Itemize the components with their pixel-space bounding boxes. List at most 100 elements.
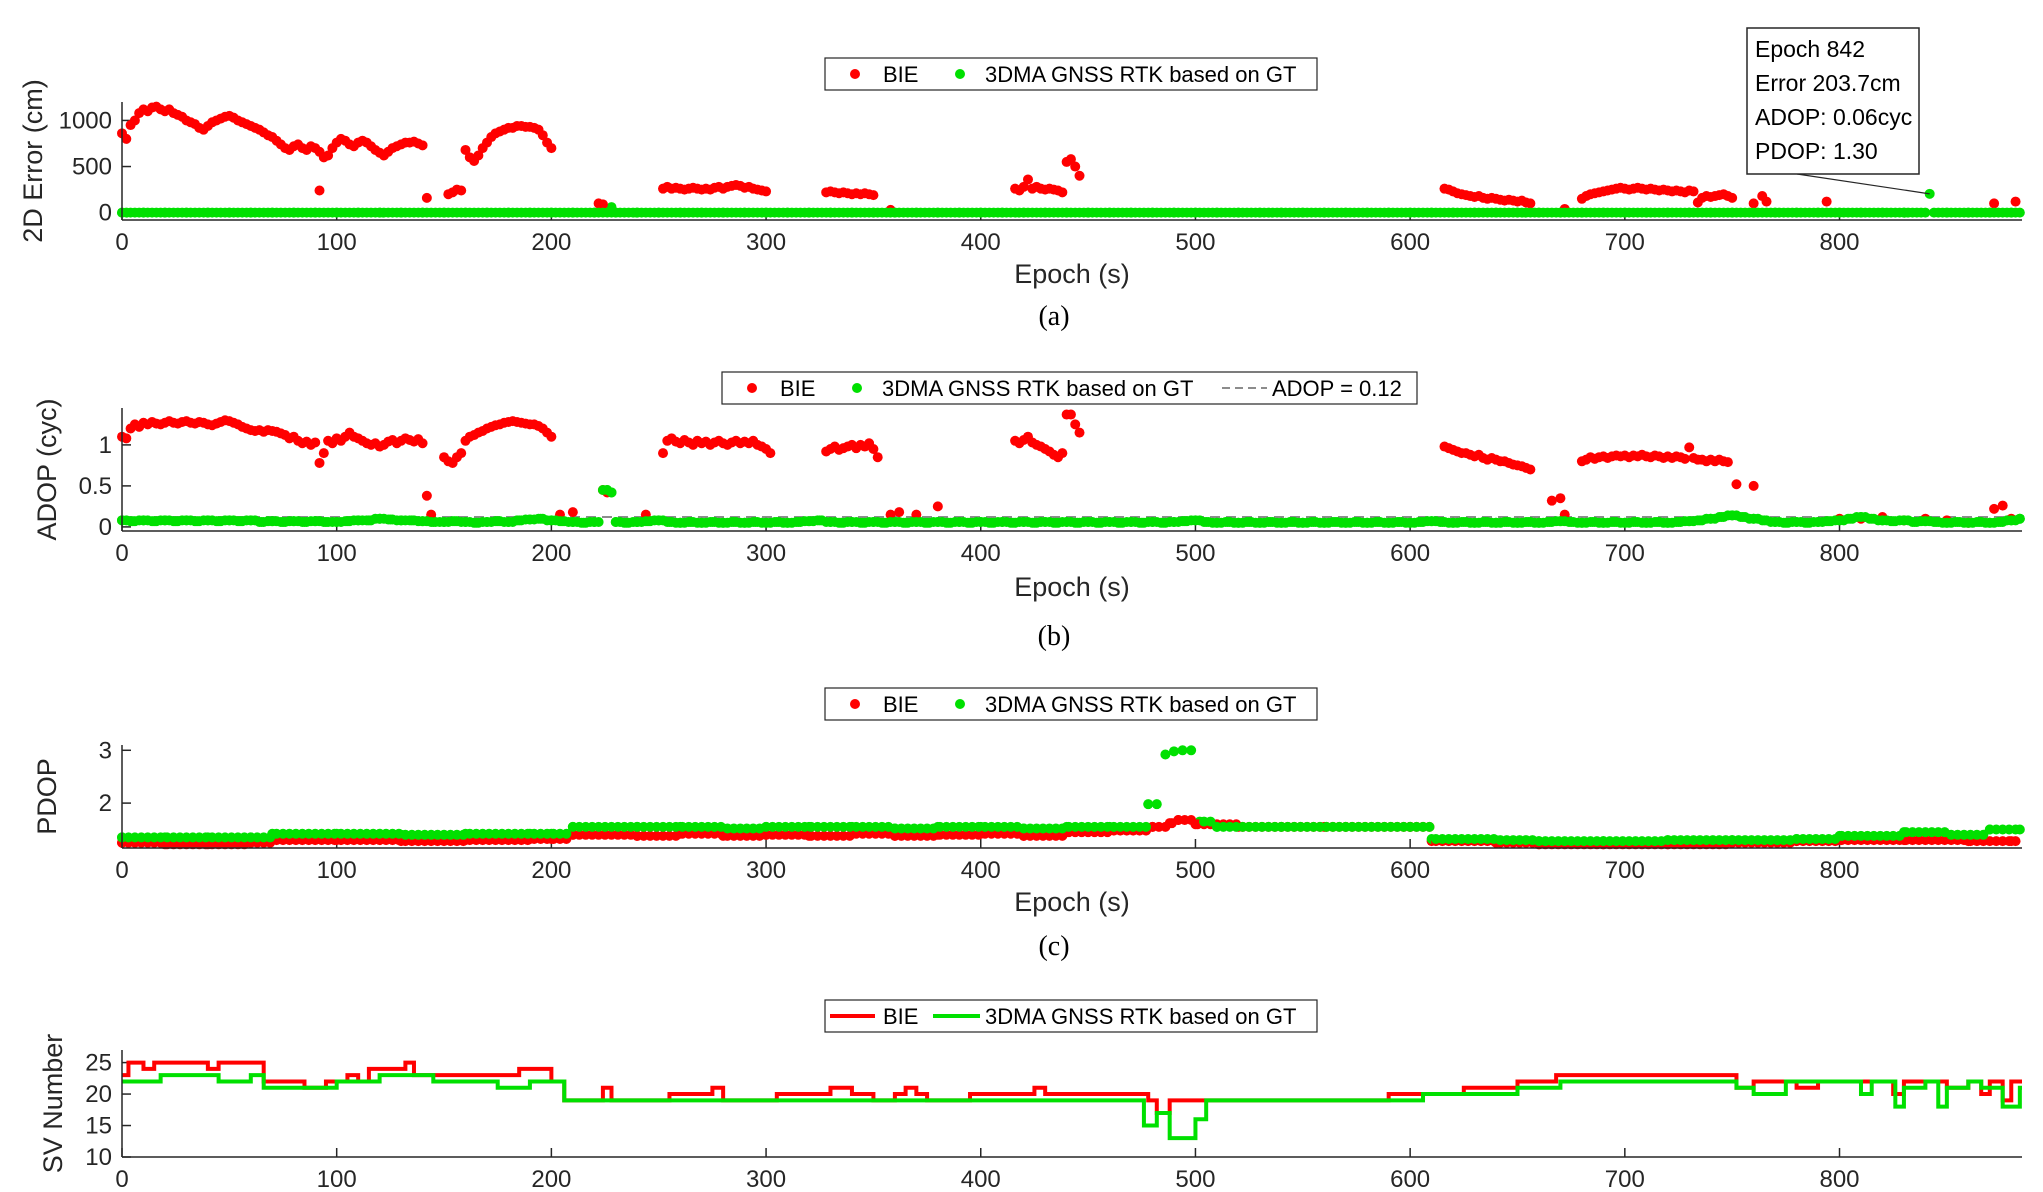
bie-point <box>460 144 471 155</box>
bie-point <box>1074 170 1085 181</box>
bie-point <box>121 133 132 144</box>
bie-point <box>121 433 132 444</box>
bie-point <box>1727 192 1738 203</box>
legend-label-bie: BIE <box>883 692 918 717</box>
data-tip-epoch: Epoch 842 <box>1755 36 1865 62</box>
bie-point <box>1546 495 1557 506</box>
bie-point <box>567 507 578 518</box>
chart-panel-c: 0 100 200 300 400 500 600 700 800 2 3 Epoch (s) PD… <box>32 687 2025 962</box>
bie-point <box>1018 181 1029 192</box>
bie-point <box>1748 480 1759 491</box>
bie-point <box>911 509 922 520</box>
bie-point <box>1057 448 1068 459</box>
x-tick-label: 800 <box>1819 857 1859 884</box>
y-tick-label: 25 <box>85 1050 112 1077</box>
x-tick-label: 400 <box>961 1166 1001 1192</box>
bie-point <box>1525 464 1536 475</box>
x-tick-label: 400 <box>961 540 1001 567</box>
x-axis-label: Epoch (s) <box>1014 572 1130 602</box>
bie-point <box>537 130 548 141</box>
bie-point <box>1022 174 1033 185</box>
rtk-point <box>1143 799 1154 810</box>
bie-point <box>314 457 325 468</box>
legend-marker-bie <box>850 699 860 709</box>
rtk-point <box>1177 745 1188 756</box>
legend: BIE 3DMA GNSS RTK based on GT ADOP = 0.1… <box>721 371 1418 405</box>
bie-point <box>318 448 329 459</box>
bie-point <box>1074 427 1085 438</box>
bie-point <box>1684 442 1695 453</box>
legend-box <box>721 371 1418 405</box>
legend-marker-bie <box>747 383 757 393</box>
legend-label-bie: BIE <box>883 1004 918 1029</box>
bie-point <box>421 192 432 203</box>
legend-label-bie: BIE <box>883 62 918 87</box>
bie-point <box>1555 493 1566 504</box>
x-tick-label: 600 <box>1390 229 1430 256</box>
chart-panel-b: 0 100 200 300 400 500 600 700 800 0 0.5 1 Epoch (s)… <box>32 371 2025 652</box>
legend-label-rtk: 3DMA GNSS RTK based on GT <box>985 692 1296 717</box>
chart-panel-a: 0 100 200 300 400 500 600 700 800 0 500 1000 Epoch … <box>18 27 2025 332</box>
rtk-point <box>1160 749 1171 760</box>
bie-point <box>323 150 334 161</box>
y-tick-label: 0 <box>99 200 112 227</box>
x-tick-label: 800 <box>1819 540 1859 567</box>
bie-point <box>1761 196 1772 207</box>
x-tick-label: 400 <box>961 857 1001 884</box>
y-axis-label: 2D Error (cm) <box>18 79 48 243</box>
x-tick-label: 800 <box>1819 1166 1859 1192</box>
x-tick-label: 300 <box>746 229 786 256</box>
x-tick-label: 100 <box>317 857 357 884</box>
bie-point <box>546 143 557 154</box>
legend-marker-rtk <box>955 69 965 79</box>
rtk-point <box>2010 824 2021 835</box>
x-tick-label: 500 <box>1175 540 1215 567</box>
x-tick-label: 500 <box>1175 1166 1215 1192</box>
bie-point <box>1989 503 2000 514</box>
bie-point <box>2010 836 2021 847</box>
bie-point <box>456 185 467 196</box>
rtk-point <box>2014 207 2025 218</box>
chart-panel-sv: 0 100 200 300 400 500 600 700 800 10 15 20 25 SV Num… <box>38 999 2022 1192</box>
bie-point <box>872 452 883 463</box>
x-tick-label: 600 <box>1390 857 1430 884</box>
rtk-point <box>1920 207 1931 218</box>
x-tick-label: 100 <box>317 229 357 256</box>
y-tick-label: 3 <box>99 737 112 764</box>
bie-point <box>2010 196 2021 207</box>
legend: BIE 3DMA GNSS RTK based on GT <box>824 999 1318 1033</box>
y-tick-label: 0 <box>99 514 112 541</box>
legend-label-threshold: ADOP = 0.12 <box>1272 376 1402 401</box>
bie-point <box>456 448 467 459</box>
rtk-point <box>1151 799 1162 810</box>
rtk-series-line <box>122 1073 2022 1141</box>
legend-box <box>824 687 1318 721</box>
x-tick-label: 0 <box>115 1166 128 1192</box>
x-tick-label: 600 <box>1390 1166 1430 1192</box>
legend: BIE 3DMA GNSS RTK based on GT <box>824 687 1318 721</box>
bie-point <box>129 115 140 126</box>
bie-point <box>310 437 321 448</box>
bie-point <box>417 140 428 151</box>
x-tick-label: 100 <box>317 540 357 567</box>
x-tick-label: 200 <box>531 857 571 884</box>
legend-label-bie: BIE <box>780 376 815 401</box>
bie-point <box>421 490 432 501</box>
legend-label-rtk: 3DMA GNSS RTK based on GT <box>985 62 1296 87</box>
x-tick-label: 400 <box>961 229 1001 256</box>
panel-caption: (c) <box>1038 931 1069 962</box>
x-tick-label: 300 <box>746 540 786 567</box>
bie-point <box>894 507 905 518</box>
y-tick-label: 10 <box>85 1144 112 1171</box>
legend-marker-rtk <box>852 383 862 393</box>
rtk-point <box>561 828 572 839</box>
bie-point <box>314 185 325 196</box>
x-tick-label: 500 <box>1175 229 1215 256</box>
rtk-point <box>1424 821 1435 832</box>
x-tick-label: 600 <box>1390 540 1430 567</box>
bie-point <box>1722 457 1733 468</box>
bie-point <box>658 448 669 459</box>
bie-point <box>597 199 608 210</box>
bie-point <box>417 438 428 449</box>
x-axis-label: Epoch (s) <box>1014 887 1130 917</box>
